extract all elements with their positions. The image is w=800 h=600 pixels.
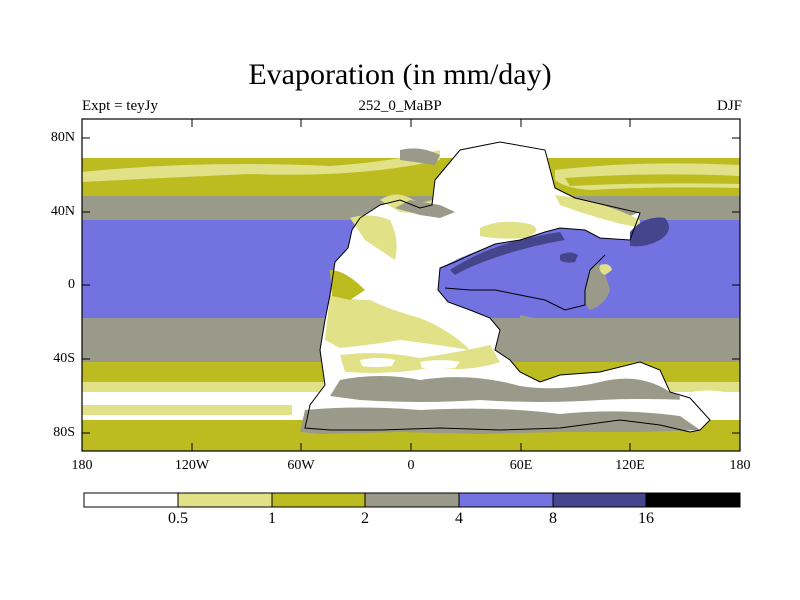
x-tick-label: 120W — [174, 458, 210, 473]
colorbar-level-label: 4 — [455, 510, 463, 527]
tethys-dark-band — [450, 232, 565, 275]
tethys-coastline — [444, 254, 606, 311]
east-coast-pale — [555, 195, 640, 228]
x-tick-label: 0 — [407, 458, 415, 473]
tethys-north-pale — [480, 221, 537, 239]
tethys-south-grey — [520, 315, 630, 339]
x-tick-label: 60E — [509, 458, 533, 473]
y-tick-label: 0 — [68, 277, 75, 292]
east-dark-cell — [630, 217, 669, 247]
sp-white-patch — [679, 390, 734, 418]
ne-olive-streak — [565, 174, 740, 186]
tethys-dark-spot — [560, 252, 578, 263]
x-tick-label: 60W — [287, 458, 315, 473]
colorbar — [83, 492, 741, 508]
colorbar-level-label: 16 — [638, 510, 654, 527]
evaporation-field — [82, 119, 740, 451]
coastline — [304, 141, 711, 433]
y-tick-label: 80N — [50, 130, 75, 145]
south-land-grey — [330, 376, 690, 402]
y-tick-label: 40N — [50, 204, 75, 219]
plot-title: Evaporation (in mm/day) — [248, 58, 552, 91]
period-label: 252_0_MaBP — [358, 98, 442, 114]
land-white-spot-1 — [360, 358, 395, 367]
y-tick-label: 40S — [53, 351, 75, 366]
colorbar-swatch-1 — [83, 492, 179, 508]
colorbar-swatch-4 — [364, 492, 460, 508]
east-pale-spot — [599, 264, 612, 275]
colorbar-swatch-3 — [271, 492, 366, 508]
land-pale-zone-1 — [325, 295, 470, 350]
experiment-label: Expt = teyJy — [82, 98, 158, 114]
season-label: DJF — [716, 98, 742, 114]
y-tick-label: 80S — [53, 425, 75, 440]
nw-land-pale — [350, 215, 397, 260]
north-pale-streak — [82, 150, 440, 182]
land-olive-west — [330, 270, 365, 300]
colorbar-swatch-5 — [458, 492, 554, 508]
colorbar-swatch-7 — [645, 492, 741, 508]
x-tick-label: 180 — [71, 458, 93, 473]
colorbar-level-label: 1 — [268, 510, 276, 527]
colorbar-level-label: 2 — [361, 510, 369, 527]
x-tick-label: 120E — [615, 458, 645, 473]
north-grey-spot — [400, 148, 440, 165]
colorbar-swatch-2 — [177, 492, 273, 508]
colorbar-swatch-6 — [552, 492, 647, 508]
colorbar-level-label: 0.5 — [168, 510, 188, 527]
y-tick-marks — [82, 137, 740, 434]
x-tick-marks — [81, 119, 741, 451]
land-white-spot-2 — [420, 360, 460, 369]
x-tick-label: 180 — [729, 458, 751, 473]
colorbar-level-label: 8 — [549, 510, 557, 527]
south-land-grey-2 — [300, 407, 700, 434]
band-south-pale-streak — [82, 405, 292, 415]
